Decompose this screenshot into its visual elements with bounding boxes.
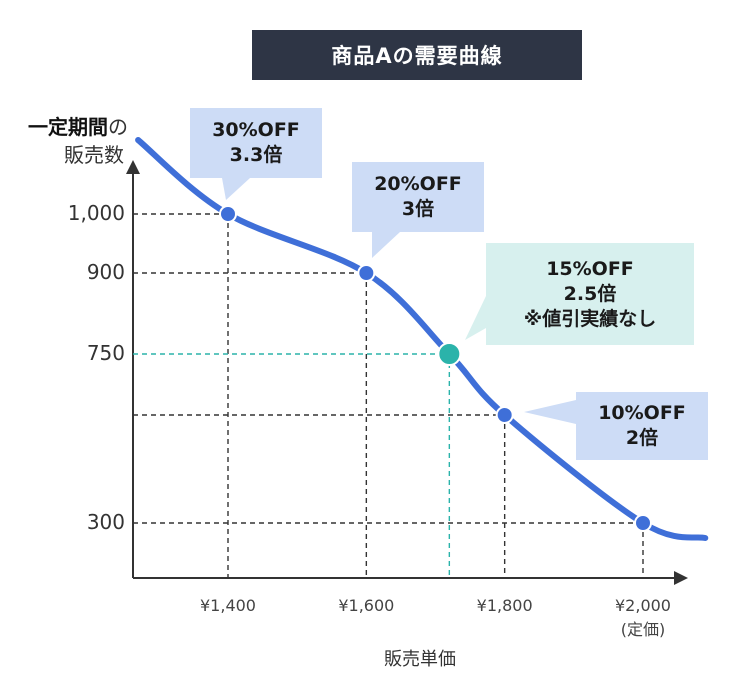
x-tick-value: ¥1,400 xyxy=(200,596,256,615)
callout-pointer-2 xyxy=(465,296,486,340)
y-axis-label: 一定期間の 販売数 xyxy=(8,113,128,169)
x-tick-value: ¥1,600 xyxy=(338,596,395,615)
callout-line: 15%OFF xyxy=(546,257,634,280)
x-tick-label-0: ¥1,400 xyxy=(168,594,288,618)
callout-pointer-0 xyxy=(222,178,250,200)
callout-line: 2.5倍 xyxy=(563,282,617,305)
callout-box-0 xyxy=(190,108,322,178)
x-tick-label-2: ¥1,800 xyxy=(445,594,565,618)
y-axis-label-suffix: の xyxy=(108,115,128,139)
y-axis-label-line2: 販売数 xyxy=(64,143,124,167)
x-tick-label-1: ¥1,600 xyxy=(306,594,426,618)
callout-line: 30%OFF xyxy=(212,119,300,141)
y-tick-label-2: 750 xyxy=(86,341,125,365)
callout-box-1 xyxy=(352,162,484,232)
callout-text-2: 15%OFF 2.5倍 ※値引実績なし xyxy=(486,243,694,345)
callout-text-3: 10%OFF 2倍 xyxy=(576,392,708,460)
data-point-2 xyxy=(437,342,462,366)
y-tick-label-1: 900 xyxy=(86,260,125,284)
data-point-0 xyxy=(219,205,237,223)
callout-line: 3倍 xyxy=(401,198,435,220)
y-tick-label-3: 300 xyxy=(86,510,125,534)
callout-line: 20%OFF xyxy=(374,173,462,195)
callout-text-0: 30%OFF 3.3倍 xyxy=(190,108,322,178)
callout-pointer-3 xyxy=(524,400,576,424)
data-point-1 xyxy=(357,264,376,282)
y-tick-label-0: 1,000 xyxy=(67,201,125,225)
x-tick-sub: (定価) xyxy=(620,620,666,639)
x-tick-value: ¥1,800 xyxy=(476,596,533,615)
data-point-3 xyxy=(495,406,514,424)
data-point-4 xyxy=(634,514,652,532)
callout-line: ※値引実績なし xyxy=(523,307,657,330)
y-axis-arrowhead xyxy=(126,160,140,174)
callout-line: 10%OFF xyxy=(598,402,686,424)
x-tick-value: ¥2,000 xyxy=(615,596,671,615)
x-tick-label-3: ¥2,000 (定価) xyxy=(583,594,703,642)
callout-box-2 xyxy=(486,243,694,345)
x-axis-label: 販売単価 xyxy=(384,649,456,670)
chart-title: 商品Aの需要曲線 xyxy=(252,30,582,80)
callout-pointer-1 xyxy=(372,232,400,258)
callout-box-3 xyxy=(576,392,708,460)
callout-text-1: 20%OFF 3倍 xyxy=(352,162,484,232)
callout-line: 3.3倍 xyxy=(229,144,283,166)
x-axis-arrowhead xyxy=(674,571,688,585)
y-axis-label-strong: 一定期間 xyxy=(28,115,108,139)
callout-line: 2倍 xyxy=(625,427,659,449)
